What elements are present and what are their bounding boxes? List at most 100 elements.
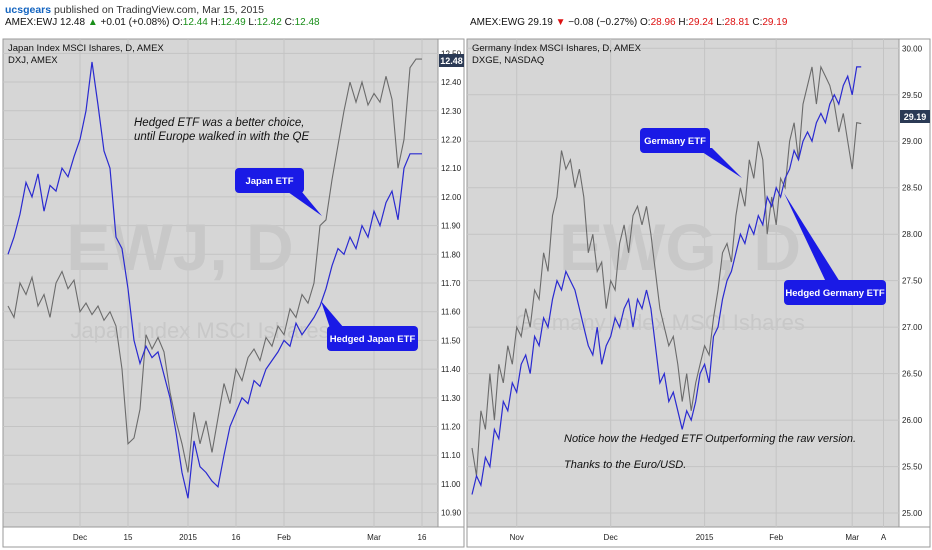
callout-pointer bbox=[288, 192, 322, 216]
x-tick-label: Feb bbox=[769, 533, 783, 542]
x-axis-area bbox=[2, 526, 465, 548]
open-label: O: bbox=[640, 17, 651, 28]
y-ticks: 25.00 25.50 26.00 26.50 27.00 27.50 28.00 28.50… bbox=[902, 44, 923, 518]
low-value: 28.81 bbox=[724, 17, 750, 28]
high-label: H: bbox=[210, 17, 221, 28]
series-line-hedged bbox=[471, 66, 862, 495]
published-text: published on TradingView.com, Mar 15, 20… bbox=[54, 4, 264, 16]
left-ohlc-header: AMEX:EWJ 12.48 ▲ +0.01 (+0.08%) O:12.44 … bbox=[5, 17, 320, 28]
chart-title: Germany Index MSCI Ishares, D, AMEX bbox=[472, 43, 642, 54]
callout-label: Hedged Germany ETF bbox=[785, 288, 884, 299]
series-lines bbox=[471, 64, 862, 495]
y-tick-label: 25.50 bbox=[902, 463, 923, 472]
y-tick-label: 12.40 bbox=[441, 78, 462, 87]
series-line-hedged bbox=[7, 61, 422, 499]
y-tick-label: 27.50 bbox=[902, 277, 923, 286]
callout-label: Hedged Japan ETF bbox=[330, 334, 416, 345]
x-tick-label: Mar bbox=[845, 533, 859, 542]
high-value: 12.49 bbox=[220, 17, 246, 28]
watermark-name: Germany Index MSCI Ishares bbox=[515, 310, 805, 335]
x-ticks: Dec 15 2015 16 Feb Mar 16 bbox=[73, 533, 427, 542]
series-line-raw bbox=[471, 64, 862, 476]
y-tick-label: 12.10 bbox=[441, 164, 462, 173]
low-value: 12.42 bbox=[256, 17, 282, 28]
y-tick-label: 12.30 bbox=[441, 107, 462, 116]
price-badge-text: 12.48 bbox=[440, 56, 463, 66]
y-tick-label: 30.00 bbox=[902, 44, 923, 53]
last-price: 29.19 bbox=[527, 17, 553, 28]
price-badge bbox=[439, 54, 464, 67]
y-tick-label: 11.90 bbox=[441, 222, 461, 231]
price-badge-text: 29.19 bbox=[904, 112, 927, 122]
x-tick-label: Mar bbox=[367, 533, 381, 542]
y-tick-label: 11.40 bbox=[441, 365, 461, 374]
watermark-name: Japan Index MSCI Ishares bbox=[70, 318, 329, 343]
close-label: C: bbox=[284, 17, 295, 28]
callout-germany-etf[interactable] bbox=[640, 128, 710, 153]
germany-chart-panel[interactable]: EWG, D Germany Index MSCI Ishares 25.002… bbox=[466, 38, 931, 548]
chart-subtitle: DXGE, NASDAQ bbox=[472, 55, 544, 66]
right-ohlc-header: AMEX:EWG 29.19 ▼ −0.08 (−0.27%) O:28.96 … bbox=[470, 17, 787, 28]
y-tick-label: 11.50 bbox=[441, 336, 461, 345]
annotation-line-2: until Europe walked in with the QE bbox=[134, 131, 309, 143]
x-tick-label: 16 bbox=[232, 533, 241, 542]
publisher-name[interactable]: ucsgears bbox=[5, 4, 52, 16]
x-tick-label: Dec bbox=[604, 533, 618, 542]
series-lines bbox=[7, 58, 422, 499]
y-tick-label: 11.10 bbox=[441, 451, 461, 460]
x-tick-label: 15 bbox=[124, 533, 133, 542]
series-line-raw bbox=[7, 58, 422, 473]
y-tick-label: 28.00 bbox=[902, 230, 923, 239]
y-tick-label: 12.00 bbox=[441, 193, 462, 202]
callout-label: Japan ETF bbox=[245, 176, 293, 187]
open-value: 28.96 bbox=[650, 17, 676, 28]
annotation-line-1: Hedged ETF was a better choice, bbox=[134, 117, 304, 129]
callout-pointer bbox=[784, 193, 840, 282]
change-arrow: ▼ bbox=[555, 17, 566, 28]
x-tick-label: Dec bbox=[73, 533, 87, 542]
low-label: L: bbox=[716, 17, 725, 28]
y-tick-label: 11.80 bbox=[441, 250, 461, 259]
japan-chart-panel[interactable]: EWJ, D Japan Index MSCI Ishares 10.90 11.… bbox=[2, 38, 465, 548]
price-badge bbox=[900, 110, 930, 123]
y-tick-label: 29.50 bbox=[902, 91, 923, 100]
open-value: 12.44 bbox=[182, 17, 208, 28]
callout-japan-etf[interactable] bbox=[235, 168, 304, 193]
annotation-line-2: Thanks to the Euro/USD. bbox=[564, 459, 686, 471]
callout-label: Germany ETF bbox=[644, 136, 706, 147]
x-tick-label: 16 bbox=[418, 533, 427, 542]
x-tick-label: Feb bbox=[277, 533, 291, 542]
y-tick-label: 11.00 bbox=[441, 480, 461, 489]
y-tick-label: 12.50 bbox=[441, 49, 462, 58]
gridlines bbox=[3, 39, 438, 527]
change: −0.08 (−0.27%) bbox=[568, 17, 638, 28]
watermark-symbol: EWG, D bbox=[559, 210, 801, 284]
close-value: 12.48 bbox=[294, 17, 320, 28]
x-tick-label: 2015 bbox=[179, 533, 197, 542]
y-tick-label: 11.30 bbox=[441, 394, 461, 403]
change-arrow: ▲ bbox=[87, 17, 98, 28]
close-label: C: bbox=[752, 17, 763, 28]
close-value: 29.19 bbox=[762, 17, 788, 28]
callout-pointer bbox=[321, 301, 344, 328]
high-value: 29.24 bbox=[688, 17, 714, 28]
y-tick-label: 27.00 bbox=[902, 323, 923, 332]
callout-pointer bbox=[696, 148, 742, 178]
callout-hedged-japan-etf[interactable] bbox=[327, 326, 418, 351]
x-tick-label: Nov bbox=[510, 533, 524, 542]
open-label: O: bbox=[172, 17, 183, 28]
ticker: AMEX:EWJ bbox=[5, 17, 58, 28]
y-ticks: 10.90 11.00 11.10 11.20 11.30 11.40 11.50 11.60… bbox=[441, 49, 462, 517]
high-label: H: bbox=[678, 17, 689, 28]
y-tick-label: 26.50 bbox=[902, 370, 923, 379]
callout-hedged-germany-etf[interactable] bbox=[784, 280, 886, 305]
chart-subtitle: DXJ, AMEX bbox=[8, 55, 58, 66]
x-ticks: Nov Dec 2015 Feb Mar A bbox=[510, 533, 887, 542]
y-tick-label: 10.90 bbox=[441, 509, 462, 518]
x-axis-area bbox=[466, 526, 931, 548]
last-price: 12.48 bbox=[60, 17, 86, 28]
ticker: AMEX:EWG bbox=[470, 17, 526, 28]
change: +0.01 (+0.08%) bbox=[100, 17, 170, 28]
x-tick-label: A bbox=[881, 533, 887, 542]
